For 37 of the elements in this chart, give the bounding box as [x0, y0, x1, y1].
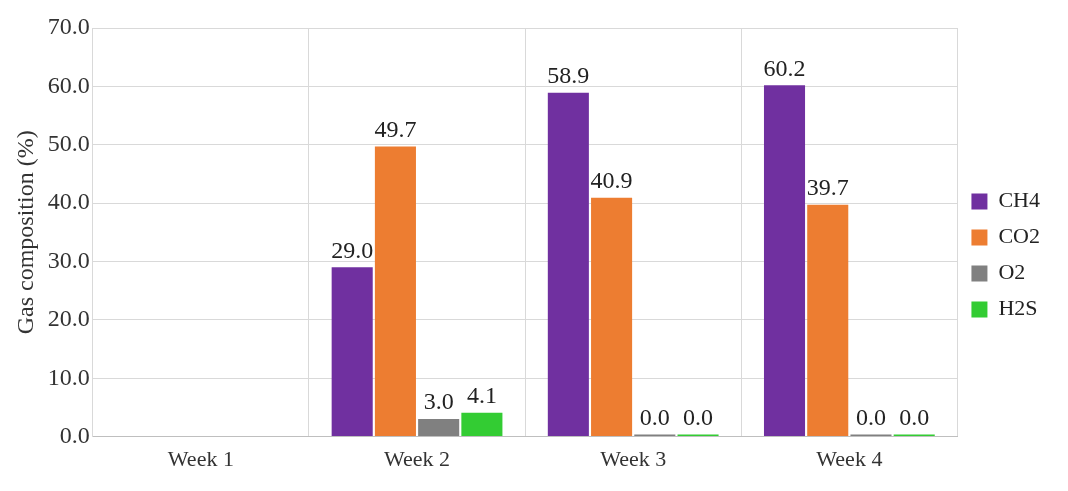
- bar: [763, 85, 806, 437]
- data-label: 60.2: [763, 54, 806, 81]
- data-label: 49.7: [374, 115, 417, 142]
- legend-label: O2: [998, 259, 1026, 285]
- x-tick-label: Week 4: [816, 445, 883, 471]
- y-tick-label: 30.0: [47, 246, 90, 273]
- y-tick-label: 0.0: [59, 421, 90, 448]
- data-label: 3.0: [423, 388, 454, 415]
- data-label: 0.0: [855, 403, 886, 430]
- data-label: 29.0: [331, 236, 374, 263]
- data-label: 39.7: [806, 174, 849, 201]
- x-tick-label: Week 1: [167, 445, 234, 471]
- bar: [461, 412, 503, 437]
- bar: [807, 204, 849, 437]
- data-label: 40.9: [590, 167, 633, 194]
- bar: [374, 146, 416, 437]
- bar: [591, 197, 633, 437]
- y-tick-label: 60.0: [47, 71, 90, 98]
- data-label: 4.1: [466, 381, 497, 408]
- bar: [547, 92, 589, 437]
- y-tick-label: 10.0: [47, 363, 90, 390]
- y-tick-label: 50.0: [47, 130, 90, 157]
- bar: [331, 267, 373, 437]
- y-tick-label: 20.0: [47, 305, 90, 332]
- data-label: 0.0: [639, 403, 670, 430]
- y-tick-label: 70.0: [47, 13, 90, 40]
- legend-label: CO2: [998, 223, 1040, 249]
- y-axis-title: Gas composition (%): [11, 130, 38, 335]
- x-tick-label: Week 3: [600, 445, 667, 471]
- bar: [418, 419, 460, 437]
- x-tick-label: Week 2: [384, 445, 451, 471]
- legend-label: H2S: [998, 295, 1038, 321]
- legend-label: CH4: [998, 187, 1040, 213]
- data-label: 0.0: [683, 403, 714, 430]
- data-label: 0.0: [899, 403, 930, 430]
- y-tick-label: 40.0: [47, 188, 90, 215]
- data-label: 58.9: [547, 62, 590, 89]
